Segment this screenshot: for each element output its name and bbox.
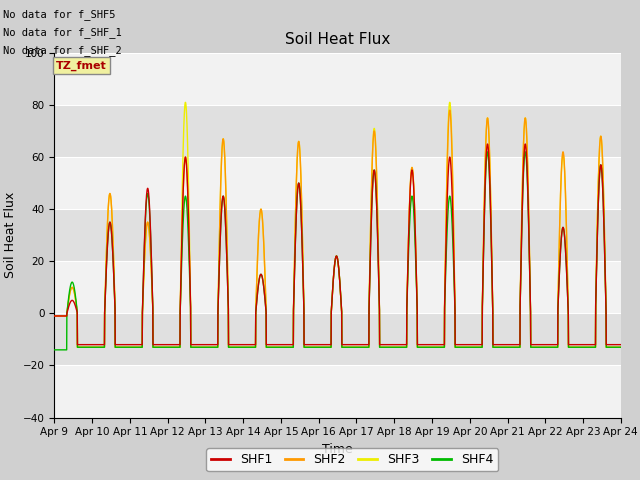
SHF2 <box>617 344 625 350</box>
SHF3 <box>51 313 58 319</box>
SHF1 <box>606 342 614 348</box>
SHF4 <box>51 347 58 353</box>
Y-axis label: Soil Heat Flux: Soil Heat Flux <box>4 192 17 278</box>
Line: SHF3: SHF3 <box>54 102 621 347</box>
SHF2 <box>115 344 123 350</box>
SHF2 <box>606 344 614 350</box>
SHF4 <box>545 344 553 350</box>
SHF1 <box>617 342 625 348</box>
SHF3 <box>545 344 553 350</box>
SHF2 <box>545 344 553 350</box>
SHF4 <box>606 344 614 350</box>
SHF4 <box>522 149 529 155</box>
SHF3 <box>617 344 625 350</box>
Line: SHF1: SHF1 <box>54 144 621 345</box>
SHF3 <box>606 344 614 350</box>
SHF1 <box>51 313 58 319</box>
SHF3 <box>268 344 276 350</box>
SHF1 <box>292 211 300 217</box>
SHF3 <box>74 344 81 350</box>
X-axis label: Time: Time <box>322 443 353 456</box>
SHF4 <box>115 344 123 350</box>
Line: SHF2: SHF2 <box>54 110 621 347</box>
SHF4 <box>617 344 625 350</box>
Text: No data for f_SHF5: No data for f_SHF5 <box>3 9 116 20</box>
Bar <box>54 261 621 313</box>
SHF1 <box>545 342 553 348</box>
Bar <box>54 105 621 157</box>
SHF3 <box>182 99 189 105</box>
SHF2 <box>292 180 300 185</box>
SHF2 <box>268 344 276 350</box>
SHF2 <box>51 313 58 319</box>
SHF2 <box>149 306 157 312</box>
Bar <box>54 157 621 209</box>
SHF1 <box>522 141 529 147</box>
Bar <box>54 313 621 365</box>
SHF2 <box>74 344 81 350</box>
Legend: SHF1, SHF2, SHF3, SHF4: SHF1, SHF2, SHF3, SHF4 <box>206 448 498 471</box>
Bar <box>54 53 621 105</box>
Title: Soil Heat Flux: Soil Heat Flux <box>285 33 390 48</box>
SHF2 <box>446 107 454 113</box>
SHF1 <box>115 342 123 348</box>
Bar <box>54 365 621 418</box>
Line: SHF4: SHF4 <box>54 152 621 350</box>
Text: No data for f_SHF_1: No data for f_SHF_1 <box>3 27 122 38</box>
Bar <box>54 209 621 261</box>
Text: TZ_fmet: TZ_fmet <box>56 60 107 71</box>
SHF1 <box>149 305 157 311</box>
SHF3 <box>149 306 157 312</box>
SHF3 <box>115 344 123 350</box>
SHF4 <box>268 344 275 350</box>
SHF3 <box>292 173 300 179</box>
SHF1 <box>74 342 81 348</box>
SHF4 <box>148 298 156 304</box>
SHF1 <box>268 342 276 348</box>
Text: No data for f_SHF_2: No data for f_SHF_2 <box>3 45 122 56</box>
SHF4 <box>292 216 300 222</box>
